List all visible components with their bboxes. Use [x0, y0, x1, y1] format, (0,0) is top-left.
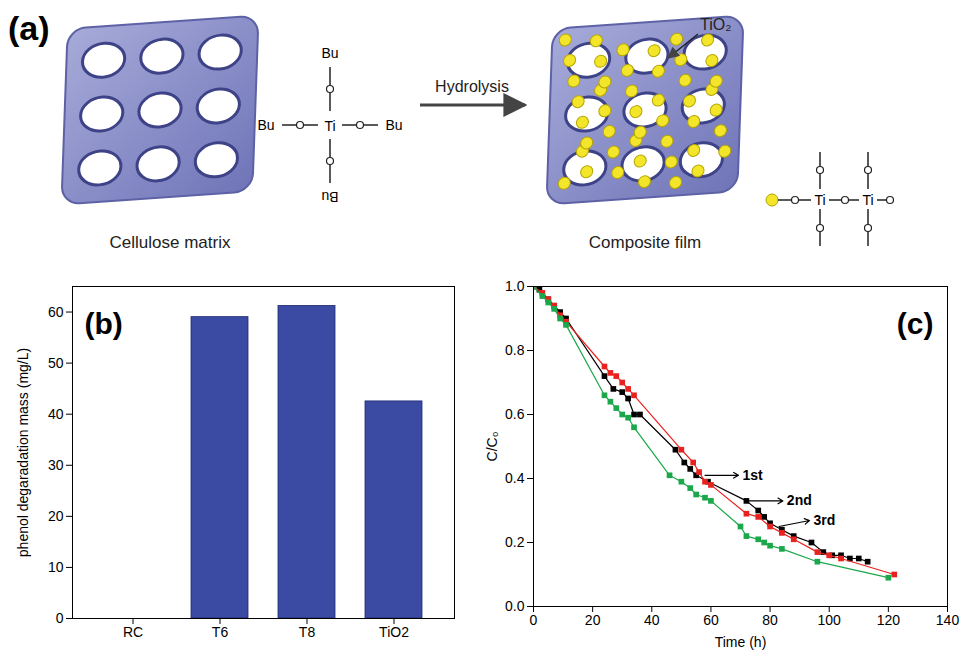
svg-text:Time (h): Time (h) [715, 634, 767, 650]
svg-text:T8: T8 [299, 624, 316, 640]
svg-text:Ti: Ti [324, 118, 335, 134]
svg-text:0.4: 0.4 [505, 470, 525, 486]
svg-text:60: 60 [703, 612, 719, 628]
svg-text:TiO₂: TiO₂ [700, 16, 731, 33]
svg-text:phenol degaradation mass (mg/L: phenol degaradation mass (mg/L) [15, 348, 31, 557]
svg-text:Composite film: Composite film [589, 233, 701, 252]
svg-text:Bu: Bu [321, 189, 338, 205]
svg-text:80: 80 [762, 612, 778, 628]
svg-text:Ti: Ti [862, 192, 873, 208]
svg-text:Hydrolysis: Hydrolysis [435, 78, 509, 95]
svg-text:0: 0 [530, 612, 538, 628]
svg-text:30: 30 [48, 457, 64, 473]
svg-text:(b): (b) [85, 307, 123, 340]
svg-text:20: 20 [48, 508, 64, 524]
svg-text:0.6: 0.6 [505, 406, 525, 422]
svg-text:1st: 1st [743, 467, 764, 483]
svg-text:T6: T6 [212, 624, 229, 640]
svg-text:RC: RC [123, 624, 143, 640]
svg-text:20: 20 [585, 612, 601, 628]
svg-text:Cellulose matrix: Cellulose matrix [110, 233, 231, 252]
svg-text:0.8: 0.8 [505, 342, 525, 358]
svg-text:120: 120 [877, 612, 901, 628]
svg-text:100: 100 [818, 612, 842, 628]
svg-text:60: 60 [48, 304, 64, 320]
svg-text:10: 10 [48, 559, 64, 575]
svg-text:(c): (c) [897, 307, 934, 340]
svg-text:50: 50 [48, 355, 64, 371]
svg-text:Bu: Bu [321, 45, 338, 61]
svg-text:0.2: 0.2 [505, 534, 525, 550]
svg-text:Ti: Ti [814, 192, 825, 208]
svg-text:3rd: 3rd [813, 512, 835, 528]
svg-text:Bu: Bu [257, 117, 274, 133]
svg-text:Bu: Bu [385, 117, 402, 133]
svg-text:0.0: 0.0 [505, 598, 525, 614]
svg-text:40: 40 [48, 406, 64, 422]
svg-text:40: 40 [644, 612, 660, 628]
svg-text:2nd: 2nd [787, 492, 812, 508]
svg-text:(a): (a) [8, 9, 50, 47]
svg-text:TiO2: TiO2 [379, 624, 409, 640]
svg-text:C/C₀: C/C₀ [484, 431, 500, 461]
svg-text:0: 0 [56, 610, 64, 626]
svg-text:1.0: 1.0 [505, 278, 525, 294]
svg-text:140: 140 [936, 612, 960, 628]
